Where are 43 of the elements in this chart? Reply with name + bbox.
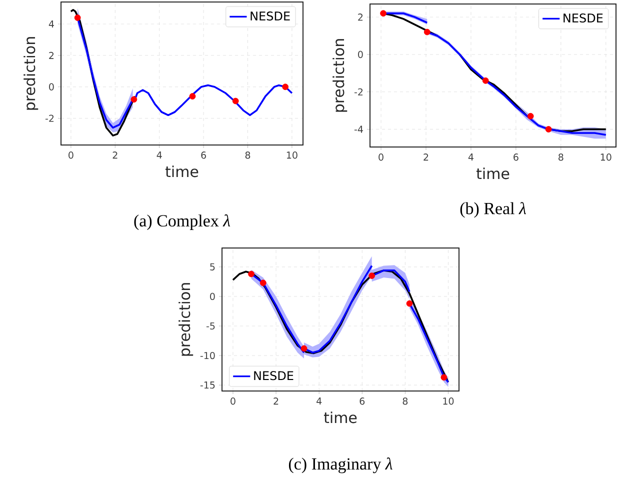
x-tick-label: 6 (514, 154, 518, 161)
x-axis-title: time (165, 166, 198, 178)
x-tick-label: 10 (600, 154, 612, 161)
y-tick-label: 2 (49, 52, 54, 59)
text: (b) Real λ (460, 202, 526, 218)
text: (c) Imaginary λ (288, 458, 392, 474)
x-tick-label: 2 (274, 398, 278, 405)
legend-label: NESDE (250, 11, 290, 21)
x-axis-title: time (324, 412, 357, 424)
x-tick-label: 6 (201, 152, 206, 159)
x-tick-label: 4 (156, 152, 162, 158)
x-tick-label: 0 (230, 398, 236, 405)
x-tick-label: 2 (112, 152, 118, 159)
x-tick-label: 4 (316, 398, 322, 404)
y-tick-label: 0 (49, 83, 54, 90)
y-tick-label: -15 (200, 382, 215, 389)
legend-label: NESDE (564, 13, 603, 23)
x-tick-label: 6 (360, 398, 365, 405)
x-tick-label: 10 (286, 152, 298, 159)
x-tick-label: 0 (68, 152, 74, 159)
y-tick-label: 0 (210, 292, 215, 300)
x-tick-label: 10 (443, 398, 454, 405)
x-axis-title: time (476, 168, 510, 180)
y-tick-label: 4 (48, 20, 54, 28)
y-tick-label: -2 (45, 114, 54, 122)
x-tick-label: 8 (245, 152, 250, 159)
y-tick-label: 5 (210, 263, 215, 270)
y-axis-title: prediction (178, 283, 194, 356)
x-tick-label: 2 (424, 154, 428, 161)
y-tick-label: -2 (354, 88, 363, 96)
x-tick-label: 0 (378, 154, 384, 161)
y-tick-label: -5 (206, 322, 215, 330)
x-tick-label: 8 (558, 154, 564, 161)
x-tick-label: 8 (402, 398, 408, 405)
y-tick-label: 0 (358, 50, 363, 58)
y-tick-label: -10 (200, 352, 215, 360)
y-tick-label: 2 (358, 14, 363, 21)
y-axis-title: prediction (24, 37, 38, 110)
text: (a) Complex λ (134, 214, 230, 230)
y-axis-title: prediction (332, 39, 348, 112)
x-tick-label: 4 (468, 154, 474, 160)
legend-label: NESDE (254, 371, 294, 380)
y-tick-label: -4 (354, 126, 363, 133)
